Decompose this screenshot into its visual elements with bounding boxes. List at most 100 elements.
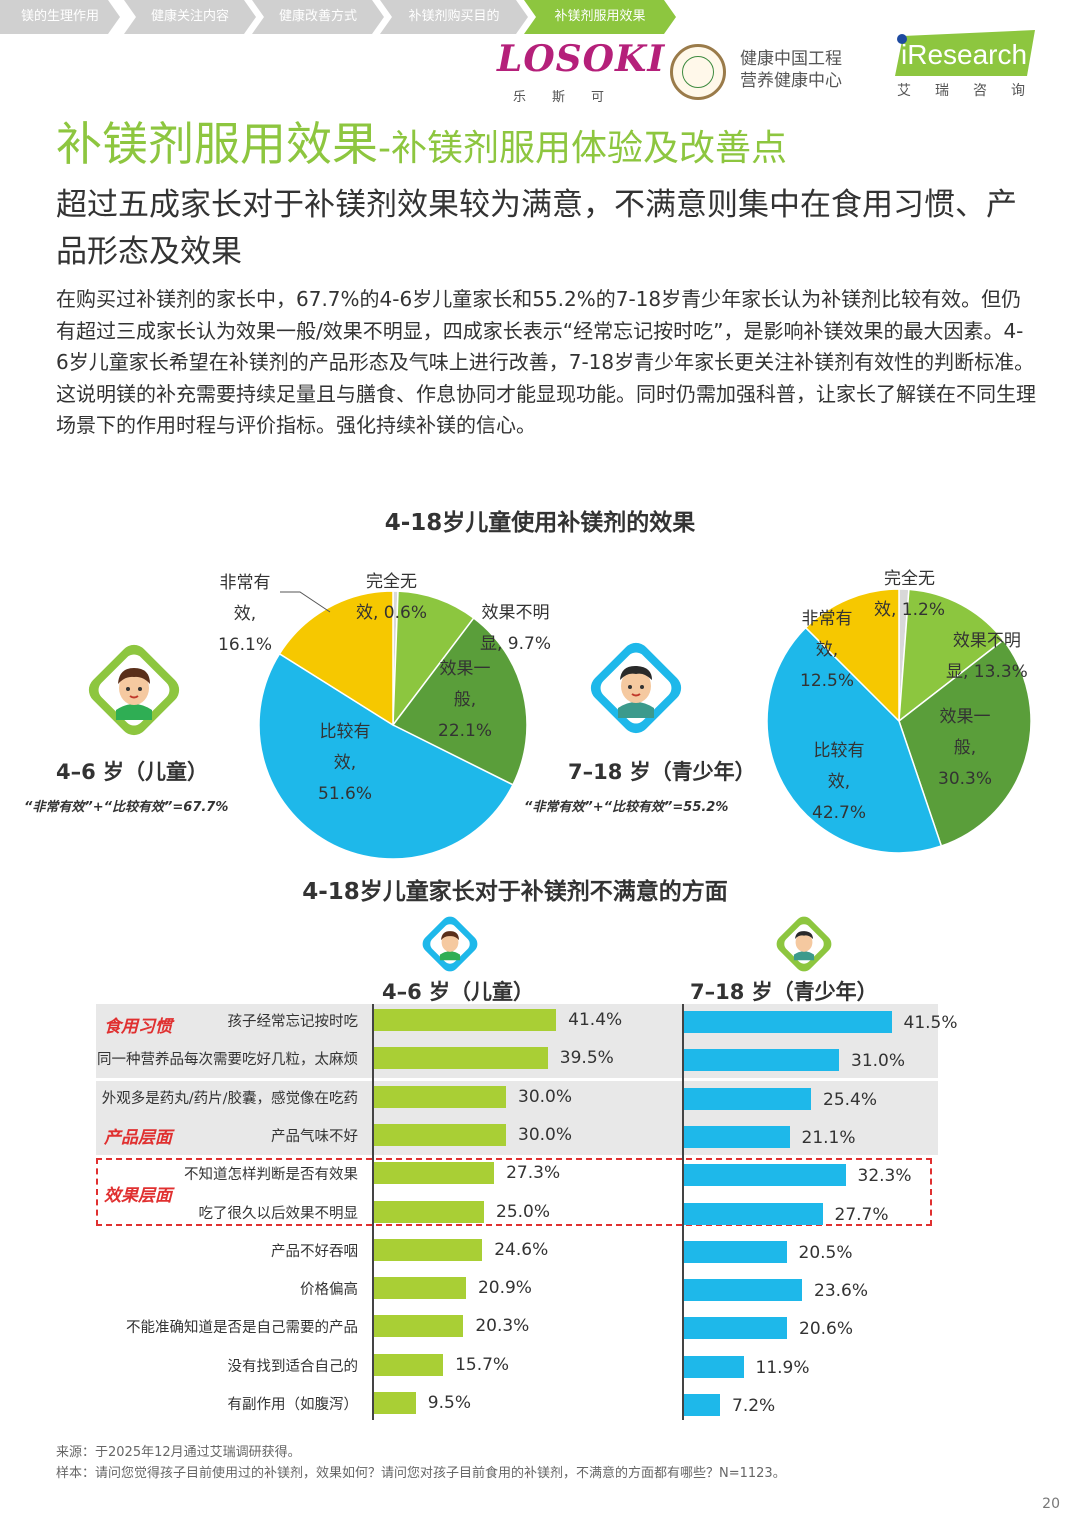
axis-child: [372, 1004, 374, 1420]
pie-teen-label-1: 效果不明 显, 13.3%: [946, 631, 1028, 682]
bar-teen: [684, 1279, 802, 1302]
bar-category-label: 同一种营养品每次需要吃好几粒，太麻烦: [97, 1052, 358, 1069]
page-title: 补镁剂服用效果-补镁剂服用体验及改善点: [56, 108, 787, 174]
bar-child: [374, 1047, 548, 1070]
bar-teen-value: 20.5%: [798, 1242, 853, 1263]
pie-section-title: 4-18岁儿童使用补镁剂的效果: [384, 510, 696, 536]
footnote-source: 来源：于2025年12月通过艾瑞调研获得。: [56, 1445, 301, 1460]
bar-category-label: 没有找到适合自己的: [227, 1358, 359, 1375]
breadcrumb-item-physiology[interactable]: 镁的生理作用: [0, 0, 120, 34]
pie-teen-slice-4: [804, 588, 900, 723]
child-avatar: [83, 639, 185, 741]
pie-teen-label-0: 完全无 效, 1.2%: [874, 569, 945, 620]
teen-group-label: 7–18 岁（青少年）: [568, 760, 756, 784]
bar-child-value: 39.5%: [559, 1048, 614, 1069]
pie-child-slice-2: [391, 616, 528, 786]
bar-teen: [684, 1394, 720, 1416]
losoki-logo: LOSOKI: [497, 38, 666, 80]
page-number: 20: [1042, 1496, 1060, 1512]
teen-face-small-icon: [793, 931, 815, 961]
bar-child-value: 20.9%: [477, 1278, 532, 1299]
bar-child-value: 25.0%: [496, 1201, 551, 1222]
pie-teen-slice-3: [766, 626, 943, 854]
pie-child-slice-4: [278, 590, 394, 727]
bar-child-value: 20.3%: [475, 1316, 530, 1337]
breadcrumb-item-purchase-purpose[interactable]: 补镁剂购买目的: [380, 0, 528, 34]
bar-category-label: 价格偏高: [300, 1282, 358, 1299]
bar-child: [374, 1392, 416, 1414]
dashed-box-effect: [96, 1158, 932, 1226]
bar-child: [374, 1162, 495, 1185]
bar-teen-value: 27.7%: [834, 1204, 889, 1225]
svg-text:iResearch: iResearch: [901, 39, 1027, 70]
group-tag-product: 产品层面: [104, 1128, 172, 1148]
bar-teen-value: 31.0%: [851, 1051, 906, 1072]
page-subtitle: 超过五成家长对于补镁剂效果较为满意，不满意则集中在食用习惯、产品形态及效果: [56, 187, 1017, 270]
page-title-sub: -补镁剂服用体验及改善点: [378, 128, 787, 169]
summary-paragraph: 在购买过补镁剂的家长中，67.7%的4-6岁儿童家长和55.2%的7-18岁青少…: [56, 287, 1036, 437]
bar-child-value: 9.5%: [427, 1393, 471, 1413]
bar-category-label: 不能准确知道是否是自己需要的产品: [126, 1320, 358, 1337]
bar-teen: [684, 1087, 811, 1110]
bar-category-label: 吃了很久以后效果不明显: [198, 1205, 359, 1222]
pie-teen-slice-1: [898, 588, 1005, 723]
teen-effective-formula: “非常有效”+“比较有效”=55.2%: [524, 800, 729, 815]
bar-category-label: 不知道怎样判断是否有效果: [184, 1167, 358, 1184]
bar-category-label: 产品气味不好: [271, 1128, 358, 1145]
pie-child-slice-1: [392, 590, 475, 728]
health-center-name-line2: 营养健康中心: [740, 71, 842, 91]
bar-child-value: 27.3%: [506, 1163, 561, 1184]
pie-teen-label-4: 非常有 效, 12.5%: [800, 609, 855, 691]
iresearch-logo-sub: 艾瑞咨询: [897, 83, 1049, 99]
bar-teen: [684, 1317, 787, 1340]
pie-chart-child: [258, 590, 528, 860]
child-effective-formula: “非常有效”+“比较有效”=67.7%: [24, 800, 229, 815]
pie-teen-label-2: 效果一 般, 30.3%: [938, 707, 993, 789]
bar-child: [374, 1238, 483, 1261]
breadcrumb-item-improvement[interactable]: 健康改善方式: [252, 0, 384, 34]
bar-child: [374, 1085, 506, 1108]
health-center-name: 健康中国工程 营养健康中心: [740, 48, 842, 92]
bar-teen: [684, 1049, 839, 1072]
bar-category-label: 产品不好吞咽: [271, 1243, 358, 1260]
bar-teen-value: 25.4%: [823, 1089, 878, 1110]
bar-teen: [684, 1202, 823, 1225]
bar-teen-value: 23.6%: [814, 1281, 869, 1302]
breadcrumb-item-health-focus[interactable]: 健康关注内容: [124, 0, 256, 34]
iresearch-logo: iResearch: [895, 30, 1035, 76]
child-face-small-icon: [439, 931, 461, 961]
child-avatar-small: [418, 912, 482, 976]
bar-teen-value: 20.6%: [799, 1319, 854, 1340]
bar-child: [374, 1009, 557, 1031]
bar-teen: [684, 1240, 787, 1263]
group-tag-eating-habits: 食用习惯: [104, 1017, 172, 1037]
bar-child-value: 15.7%: [455, 1354, 510, 1375]
bar-teen: [684, 1164, 846, 1187]
pie-teen-slice-2: [898, 639, 1032, 847]
teen-face-icon: [618, 665, 654, 718]
teen-avatar-small: [772, 912, 836, 976]
pie-teen-label-3: 比较有 效, 42.7%: [812, 741, 867, 823]
bar-teen-value: 21.1%: [801, 1127, 856, 1148]
child-group-label: 4–6 岁（儿童）: [56, 760, 209, 784]
bar-category-label: 有副作用（如腹泻）: [227, 1397, 359, 1413]
bar-teen-header: 7–18 岁（青少年）: [690, 980, 878, 1004]
bar-child-header: 4–6 岁（儿童）: [382, 980, 535, 1004]
bar-teen: [684, 1011, 892, 1033]
pie-leader-line: [280, 591, 331, 613]
pie-child-label-1: 效果不明 显, 9.7%: [480, 603, 551, 654]
bar-section-title: 4-18岁儿童家长对于补镁剂不满意的方面: [302, 879, 728, 905]
pie-child-label-0: 完全无 效, 0.6%: [356, 572, 427, 623]
health-center-name-line1: 健康中国工程: [740, 49, 842, 69]
bar-teen-value: 7.2%: [732, 1396, 776, 1416]
bar-child-value: 41.4%: [568, 1010, 623, 1030]
bar-child: [374, 1277, 466, 1300]
group-tag-effect: 效果层面: [104, 1186, 172, 1206]
bar-teen-value: 32.3%: [857, 1166, 912, 1187]
pie-child-label-4: 非常有 效, 16.1%: [218, 573, 273, 655]
breadcrumb-item-effect[interactable]: 补镁剂服用效果: [524, 0, 676, 34]
bar-child: [374, 1123, 506, 1146]
health-center-seal-icon: [670, 44, 726, 100]
bar-child: [374, 1315, 464, 1338]
breadcrumb: 镁的生理作用 健康关注内容 健康改善方式 补镁剂购买目的 补镁剂服用效果: [0, 0, 680, 34]
